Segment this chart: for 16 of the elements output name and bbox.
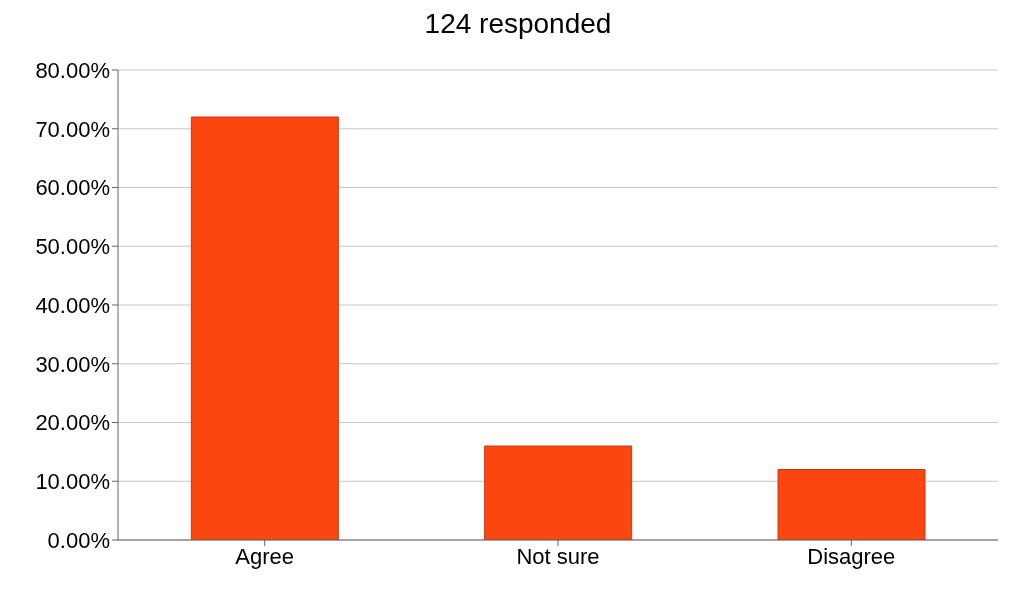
y-tick-label: 30.00% — [35, 351, 110, 377]
y-tick-label: 0.00% — [47, 527, 110, 553]
bar — [190, 116, 339, 540]
x-tick-label: Agree — [235, 543, 295, 569]
bar — [484, 445, 633, 540]
y-tick-label: 20.00% — [35, 410, 110, 436]
y-tick-label: 50.00% — [35, 234, 110, 260]
chart-title: 124 responded — [423, 8, 613, 40]
x-tick-label: Disagree — [807, 543, 896, 569]
y-tick-label: 40.00% — [35, 292, 110, 318]
y-tick-label: 80.00% — [35, 57, 110, 83]
x-tick-label: Not sure — [516, 543, 600, 569]
y-tick-label: 60.00% — [35, 175, 110, 201]
bar — [777, 469, 926, 540]
y-tick-label: 70.00% — [35, 116, 110, 142]
y-tick-label: 10.00% — [35, 469, 110, 495]
